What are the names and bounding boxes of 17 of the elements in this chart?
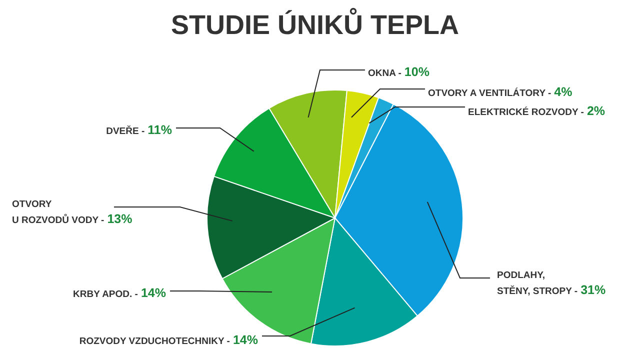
data-label: 13% [107, 212, 132, 226]
slice-label: DVEŘE - [106, 126, 145, 137]
data-label: 14% [140, 286, 166, 300]
data-label: 31% [580, 283, 606, 297]
data-label: 2% [586, 104, 606, 118]
data-label: 4% [554, 85, 572, 99]
slice-label: KRBY APOD. - [73, 289, 138, 300]
slice-label: PODLAHY, STĚNY, STROPY - [497, 270, 578, 297]
data-label: 14% [232, 333, 258, 347]
slice-label: OKNA - [368, 68, 402, 79]
slice-label: ROZVODY VZDUCHOTECHNIKY - [79, 336, 230, 347]
data-label: 10% [404, 65, 430, 79]
slice-label: OTVORY U ROZVODŮ VODY - [12, 199, 104, 226]
data-label: 11% [148, 123, 172, 137]
slice-label: OTVORY A VENTILÁTORY - [428, 88, 552, 99]
chart-title: STUDIE ÚNIKŮ TEPLA [170, 7, 460, 40]
slice-label: ELEKTRICKÉ ROZVODY - [468, 107, 584, 118]
